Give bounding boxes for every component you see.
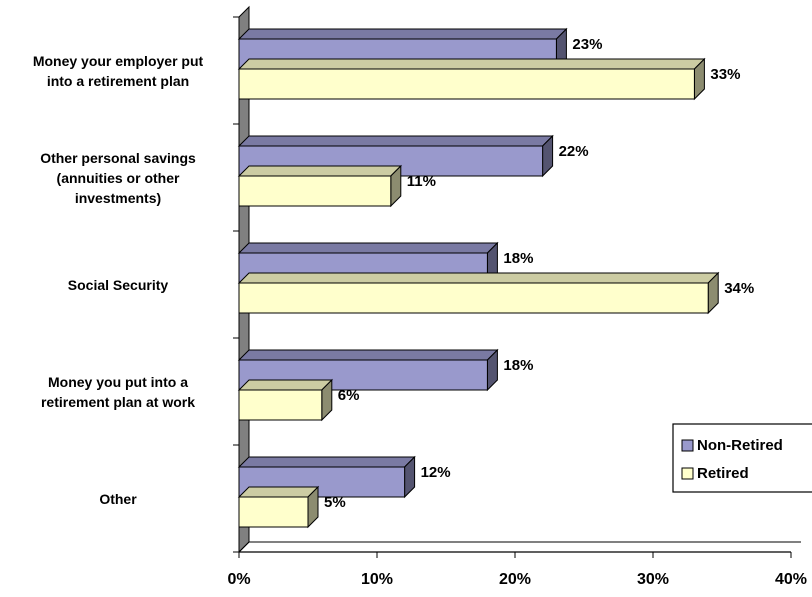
x-tick-label: 0% (227, 571, 250, 588)
legend-label: Retired (697, 465, 749, 482)
data-label: 5% (324, 494, 346, 511)
category-label-line: Social Security (68, 277, 169, 293)
bar-retired-1 (237, 164, 403, 208)
bar-retired-3 (237, 378, 334, 422)
category-label-line: Other (99, 491, 137, 507)
bar-top-face (237, 456, 416, 468)
x-axis-ticks: 0% 10% 20% 30% 40% (227, 552, 807, 588)
bar-front-face (238, 282, 709, 314)
bar-top-face (237, 135, 554, 147)
data-label: 12% (421, 464, 451, 481)
legend-swatch (681, 467, 694, 480)
bar-top-face (237, 28, 568, 40)
x-tick-label: 40% (775, 571, 807, 588)
legend-swatch (681, 439, 694, 452)
bar-retired-2 (237, 271, 720, 315)
x-tick-label: 10% (361, 571, 393, 588)
bar-top-face (237, 242, 499, 254)
bar-top-face (237, 58, 706, 70)
category-label-line: investments) (75, 190, 161, 206)
bar-top-face (237, 486, 320, 498)
legend-label: Non-Retired (697, 437, 783, 454)
legend-item-retired: Retired (681, 465, 749, 482)
bar-retired-4 (237, 485, 320, 529)
bar-retired-0 (237, 57, 706, 101)
bar-front-face (238, 68, 695, 100)
floor-line (238, 541, 801, 553)
bar-top-face (237, 165, 403, 177)
legend-box (672, 423, 812, 493)
data-label: 6% (338, 387, 360, 404)
category-label: Money your employer put into a retirement… (33, 53, 204, 89)
category-label-line: Money your employer put (33, 53, 204, 69)
data-label: 11% (407, 173, 436, 190)
category-label: Other personal savings (annuities or othe… (40, 150, 196, 206)
bar-top-face (237, 379, 334, 391)
data-label: 18% (503, 250, 533, 267)
category-labels: Money your employer put into a retirement… (33, 53, 204, 507)
bars (237, 27, 720, 529)
legend: Non-Retired Retired (672, 423, 812, 493)
bar-top-face (237, 272, 720, 284)
x-tick-label: 20% (499, 571, 531, 588)
data-label: 34% (724, 280, 754, 297)
data-label: 18% (503, 357, 533, 374)
category-label-line: (annuities or other (57, 170, 180, 186)
bar-top-face (237, 349, 499, 361)
data-label: 22% (559, 143, 589, 160)
category-label-line: Other personal savings (40, 150, 196, 166)
bar-front-face (238, 496, 309, 528)
data-label: 23% (572, 36, 602, 53)
category-label: Other (99, 491, 137, 507)
bar-front-face (238, 175, 392, 207)
legend-item-non-retired: Non-Retired (681, 437, 783, 454)
category-label: Social Security (68, 277, 169, 293)
category-label: Money you put into a retirement plan at w… (41, 374, 195, 410)
category-label-line: retirement plan at work (41, 394, 195, 410)
category-label-line: Money you put into a (48, 374, 188, 390)
x-tick-label: 30% (637, 571, 669, 588)
data-labels: 23% 22% 18% 18% 12% 33% 11% 34% 6% 5% (324, 36, 754, 511)
bar-front-face (238, 389, 323, 421)
category-label-line: into a retirement plan (47, 73, 189, 89)
data-label: 33% (710, 66, 740, 83)
